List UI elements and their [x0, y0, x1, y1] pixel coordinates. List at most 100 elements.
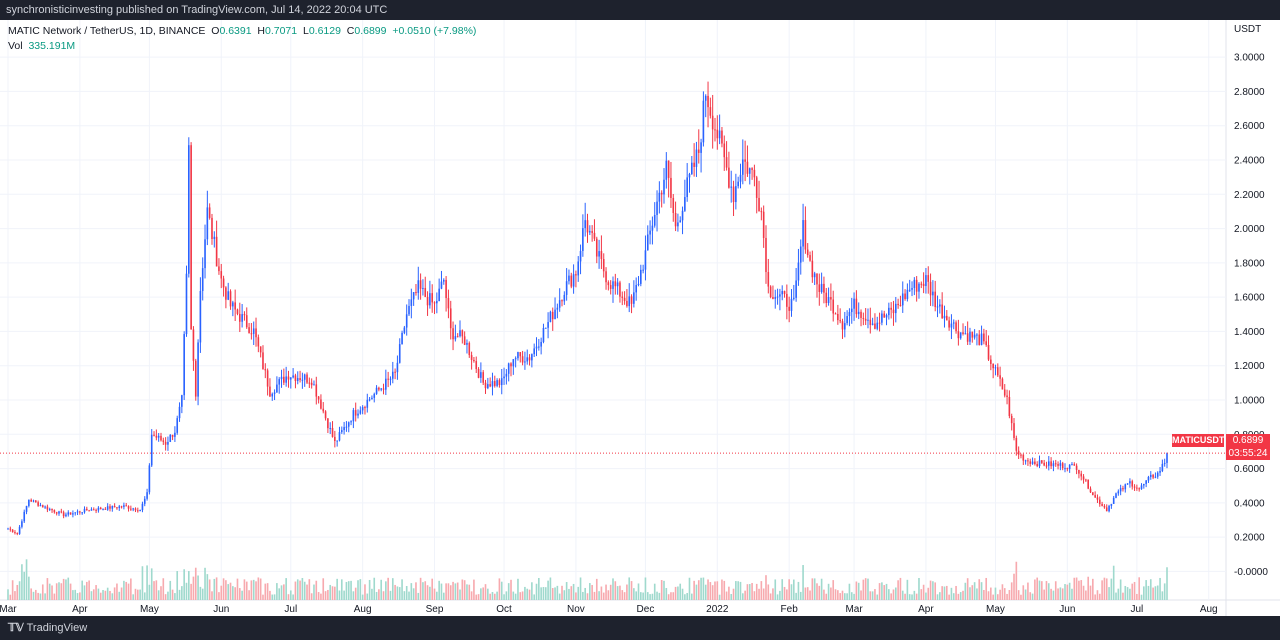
candle-body: [387, 378, 389, 380]
candle-body: [389, 378, 392, 380]
volume-bar: [368, 579, 371, 600]
candle-body: [806, 249, 809, 256]
volume-bar: [99, 592, 102, 600]
candle-body: [563, 294, 566, 302]
volume-bar: [299, 580, 301, 600]
volume-bar: [679, 583, 682, 600]
volume-bar: [1101, 580, 1103, 600]
candle-body: [25, 505, 28, 512]
candle-body: [343, 427, 345, 431]
volume-bar: [911, 594, 913, 600]
candle-body: [192, 329, 195, 361]
candle-body: [250, 333, 253, 335]
candle-body: [366, 399, 369, 408]
volume-bar: [883, 585, 886, 600]
candle-body: [401, 332, 403, 345]
candle-body: [957, 331, 960, 339]
candle-body: [334, 436, 336, 442]
volume-bar: [1094, 594, 1096, 600]
volume-bar: [301, 577, 304, 600]
volume-bar: [744, 590, 746, 600]
candle-body: [436, 301, 438, 304]
candle-body: [41, 505, 44, 508]
volume-bar: [869, 591, 872, 600]
volume-bar: [728, 586, 730, 600]
volume-bar: [1154, 586, 1157, 600]
candle-body: [183, 334, 185, 396]
volume-bar: [1145, 580, 1147, 600]
candle-body: [498, 380, 501, 386]
candle-body: [79, 511, 81, 513]
candle-body: [1136, 487, 1138, 489]
candle-body: [426, 296, 429, 306]
volume-bar: [76, 593, 79, 600]
price-chart[interactable]: 3.0000 2.8000 2.6000 2.4000 2.2000 2.0000 1.80…: [0, 20, 1280, 616]
volume-bar: [18, 581, 21, 600]
candle-body: [417, 280, 420, 293]
volume-bar: [857, 582, 860, 600]
chart-area[interactable]: 3.0000 2.8000 2.6000 2.4000 2.2000 2.0000 1.80…: [0, 20, 1280, 616]
volume-bar: [1075, 577, 1078, 600]
candle-body: [322, 408, 325, 412]
candle-body: [973, 334, 976, 338]
x-tick-label: Oct: [496, 604, 512, 615]
volume-bar: [985, 577, 988, 600]
volume-bar: [48, 583, 51, 600]
candle-body: [702, 100, 705, 143]
candle-body: [296, 378, 299, 381]
x-tick-label: Jun: [1059, 604, 1075, 615]
candle-body: [113, 505, 116, 508]
volume-bar: [1117, 588, 1120, 600]
volume-bar: [547, 580, 549, 600]
volume-bar: [456, 582, 459, 600]
volume-bar: [1022, 585, 1025, 600]
volume-bar: [1043, 589, 1045, 600]
candle-body: [746, 161, 749, 174]
volume-bar: [378, 589, 380, 600]
candle-body: [999, 375, 1001, 379]
volume-bar: [871, 591, 874, 600]
volume-bar: [463, 580, 466, 600]
candle-body: [721, 130, 723, 144]
candle-body: [533, 348, 535, 355]
volume-bar: [81, 580, 83, 600]
volume-bar: [136, 589, 139, 600]
candle-body: [109, 506, 111, 509]
volume-bar: [90, 591, 93, 600]
volume-bar: [1015, 561, 1018, 600]
volume-bar: [208, 579, 211, 600]
candle-body: [837, 313, 839, 321]
volume-bar: [97, 588, 100, 600]
volume-bar: [653, 583, 656, 600]
candle-body: [971, 331, 974, 338]
y-tick-label: 2.2000: [1234, 190, 1265, 201]
volume-bar: [1161, 591, 1164, 600]
volume-bar: [591, 585, 593, 600]
volume-bar: [542, 587, 545, 600]
volume-bar: [707, 579, 709, 600]
candle-body: [1096, 497, 1099, 500]
volume-bar: [1031, 593, 1034, 600]
candle-body: [143, 498, 146, 504]
volume-bar: [999, 589, 1001, 600]
candle-body: [697, 149, 700, 153]
volume-bar: [491, 592, 494, 600]
candle-body: [737, 181, 739, 187]
volume-bar: [178, 589, 181, 600]
volume-bar: [920, 589, 923, 600]
volume-bar: [579, 577, 582, 600]
volume-bar: [589, 583, 591, 600]
volume-bar: [943, 586, 946, 600]
volume-bar: [204, 567, 206, 600]
candle-body: [23, 511, 26, 522]
candle-body: [864, 318, 867, 321]
candle-body: [962, 332, 964, 334]
candle-body: [438, 288, 440, 302]
candle-body: [475, 361, 478, 370]
candle-body: [229, 291, 232, 307]
y-tick-label: 1.0000: [1234, 396, 1265, 407]
candle-body: [220, 271, 223, 279]
candle-body: [1119, 488, 1122, 492]
volume-bar: [211, 591, 213, 600]
candle-body: [707, 95, 709, 108]
